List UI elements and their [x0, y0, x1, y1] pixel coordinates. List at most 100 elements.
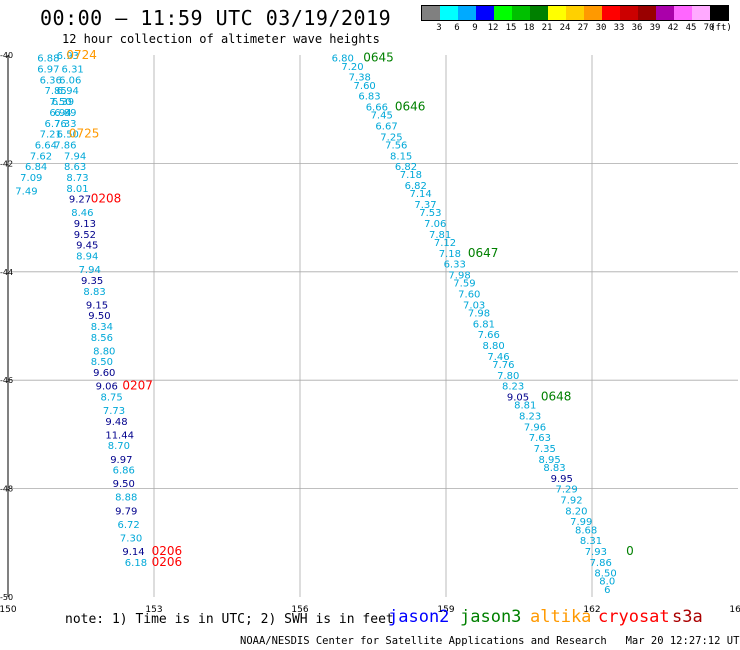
wave-height-value: 8.83 — [83, 287, 105, 298]
wave-height-value: 7.45 — [371, 111, 393, 122]
wave-height-value: 7.18 — [439, 249, 461, 260]
wave-height-value: 8.81 — [514, 401, 536, 412]
legend-tick-label: 6 — [454, 23, 460, 33]
legend-swatch — [440, 6, 458, 20]
pass-time-label: 0206 — [152, 555, 183, 569]
wave-height-value: 7.30 — [120, 533, 142, 544]
y-tick-label: -50 — [0, 593, 13, 602]
legend-swatch — [710, 6, 728, 20]
wave-height-value: 7.62 — [30, 151, 52, 162]
wave-height-value: 7.09 — [20, 173, 42, 184]
wave-height-value: 6.82 — [395, 162, 417, 173]
wave-height-value: 7.46 — [487, 352, 509, 363]
wave-height-value: 7.96 — [524, 422, 546, 433]
wave-height-value: 8.50 — [91, 357, 113, 368]
wave-height-value: 8.80 — [483, 341, 505, 352]
wave-height-value: 9.95 — [551, 474, 573, 485]
wave-height-value: 7.29 — [556, 485, 578, 496]
wave-height-value: 9.79 — [115, 506, 137, 517]
wave-height-value: 11.44 — [105, 430, 134, 441]
wave-height-value: 6.64 — [35, 140, 57, 151]
wave-height-value: 8.46 — [71, 208, 93, 219]
pass-time-label: 0645 — [363, 51, 394, 65]
legend-tick-label: 27 — [577, 23, 589, 33]
legend-tick-label: 15 — [505, 23, 517, 33]
pass-time-label: 0646 — [395, 99, 426, 113]
wave-height-value: 7.93 — [585, 547, 607, 558]
wave-height-value: 7.14 — [410, 189, 432, 200]
legend-swatch — [530, 6, 548, 20]
wave-height-value: 7.18 — [400, 170, 422, 181]
satellite-label-cryosat: cryosat — [598, 607, 670, 627]
x-tick-label: 153 — [145, 605, 162, 615]
wave-height-value: 6.18 — [125, 558, 147, 569]
legend-swatch — [512, 6, 530, 20]
wave-height-value: 7.99 — [570, 517, 592, 528]
wave-height-value: 6.82 — [405, 181, 427, 192]
wave-height-value: 7.03 — [463, 300, 485, 311]
wave-height-value: 6.67 — [375, 121, 397, 132]
wave-height-value: 8.80 — [93, 346, 115, 357]
wave-height-value: 9.45 — [76, 241, 98, 252]
x-tick-label: 165 — [729, 605, 740, 615]
wave-height-value: 9.60 — [93, 368, 115, 379]
legend-swatch — [566, 6, 584, 20]
legend-tick-label: 42 — [667, 23, 679, 33]
wave-height-value: 7.98 — [468, 308, 490, 319]
wave-height-value: 8.70 — [108, 441, 130, 452]
satellite-label-altika: altika — [530, 607, 592, 627]
wave-height-value: 8.73 — [66, 173, 88, 184]
wave-height-value: 9.97 — [110, 455, 132, 466]
y-tick-label: -48 — [0, 485, 13, 494]
wave-height-value: 6.94 — [57, 86, 79, 97]
wave-height-value: 6.50 — [57, 130, 79, 141]
x-tick-label: 156 — [291, 605, 308, 615]
wave-height-value: 7.94 — [79, 265, 101, 276]
wave-height-value: 7.73 — [103, 406, 125, 417]
wave-height-value: 6.76 — [45, 119, 67, 130]
altimeter-tracks: 6.886.936.97 6.316.366.067.856.947.506.39… — [15, 48, 633, 596]
legend-tick-label: 3 — [436, 23, 442, 33]
wave-height-value: 6.80 — [332, 54, 354, 65]
pass-time-label: 0648 — [541, 389, 572, 403]
wave-height-value: 8.88 — [115, 493, 137, 504]
map-axis-labels: 150 153 156 159 162 165 -40 -42 -44 -46 -48 -50 — [0, 51, 740, 615]
legend-swatch — [602, 6, 620, 20]
wave-height-value: 7.94 — [64, 151, 86, 162]
wave-height-value: 8.68 — [575, 525, 597, 536]
wave-height-value: 7.59 — [453, 279, 475, 290]
legend-tick-label: 39 — [649, 23, 661, 33]
legend-swatch — [638, 6, 656, 20]
wave-height-value: 6.36 — [40, 75, 62, 86]
wave-height-value: 8.20 — [565, 506, 587, 517]
map-title: 00:00 — 11:59 UTC 03/19/2019 — [40, 6, 392, 30]
wave-height-value: 7.85 — [45, 86, 67, 97]
legend-swatch — [620, 6, 638, 20]
map-grid — [7, 55, 738, 597]
wave-height-value: 9.15 — [86, 300, 108, 311]
pass-time-label: 0207 — [122, 379, 153, 393]
wave-height-value: 7.33 — [54, 119, 76, 130]
legend-tick-label: 33 — [613, 23, 625, 33]
wave-height-value: 6.93 — [57, 51, 79, 62]
wave-height-value: 9.13 — [74, 219, 96, 230]
legend-tick-label: 9 — [472, 23, 478, 33]
wave-height-value: 6.66 — [366, 102, 388, 113]
map-subtitle: 12 hour collection of altimeter wave hei… — [62, 32, 380, 46]
wave-height-value: 8.50 — [594, 569, 616, 580]
satellite-label-jason3: jason3 — [460, 607, 522, 627]
satellite-label-jason2: jason2 — [388, 607, 450, 627]
legend-tick-label: 18 — [523, 23, 535, 33]
legend-swatch — [458, 6, 476, 20]
wave-height-value: 6.72 — [118, 520, 140, 531]
legend-swatch — [548, 6, 566, 20]
wave-height-value: 9.50 — [113, 479, 135, 490]
legend-color-bar — [421, 5, 729, 21]
legend-unit: (ft) — [710, 23, 732, 33]
wave-height-value: 7.56 — [385, 140, 407, 151]
wave-height-value: 9.05 — [507, 392, 529, 403]
wave-height-value: 8.23 — [502, 382, 524, 393]
wave-height-value: 8.75 — [100, 392, 122, 403]
wave-height-value: 7.92 — [560, 495, 582, 506]
